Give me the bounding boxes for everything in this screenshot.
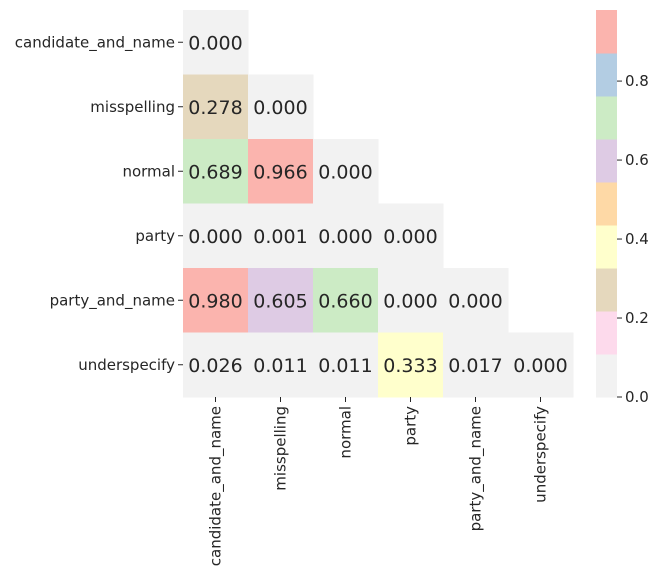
colorbar-tick-label: 0.0 (625, 388, 649, 406)
heatmap-cell (378, 332, 444, 398)
x-tick-label: normal (337, 406, 355, 459)
heatmap-cell (248, 139, 314, 204)
heatmap-cell (378, 203, 444, 269)
colorbar-band (596, 139, 617, 183)
heatmap-cell (183, 10, 249, 75)
y-tick-label: party (135, 227, 175, 245)
colorbar-tick-label: 0.6 (625, 151, 649, 169)
cell-value-label: 0.011 (318, 355, 372, 377)
cell-value-label: 0.017 (448, 355, 502, 377)
y-tick-label: underspecify (78, 356, 175, 374)
cell-value-label: 0.278 (188, 97, 242, 119)
cell-value-label: 0.966 (253, 161, 307, 183)
cell-value-label: 0.333 (383, 355, 437, 377)
y-tick-label: party_and_name (50, 291, 175, 310)
y-tick-label: normal (122, 162, 175, 180)
colorbar-band (596, 225, 617, 269)
colorbar-band (596, 96, 617, 140)
cell-value-label: 0.000 (318, 161, 372, 183)
colorbar-band (596, 10, 617, 54)
heatmap-cell (248, 268, 314, 333)
heatmap-cell (313, 332, 379, 398)
heatmap-cell (508, 332, 574, 398)
x-tick-label: party_and_name (467, 406, 486, 531)
colorbar-tick-label: 0.4 (625, 230, 649, 248)
heatmap-cell (378, 268, 444, 333)
heatmap-cell (183, 74, 249, 140)
cell-value-label: 0.000 (188, 32, 242, 54)
cell-value-label: 0.026 (188, 355, 242, 377)
cell-value-label: 0.980 (188, 290, 242, 312)
heatmap-cell (313, 139, 379, 204)
heatmap-cell (183, 139, 249, 204)
heatmap-cell (443, 268, 509, 333)
y-tick-label: misspelling (90, 98, 175, 116)
colorbar-tick-label: 0.8 (625, 72, 649, 90)
x-tick-label: party (402, 406, 420, 446)
cell-value-label: 0.660 (318, 290, 372, 312)
heatmap-cell (313, 203, 379, 269)
x-tick-label: misspelling (272, 406, 290, 491)
heatmap-cell (248, 332, 314, 398)
colorbar-band (596, 311, 617, 355)
x-tick-label: candidate_and_name (207, 406, 226, 566)
cell-value-label: 0.000 (448, 290, 502, 312)
heatmap-cell (183, 268, 249, 333)
cell-value-label: 0.000 (383, 290, 437, 312)
cell-value-label: 0.000 (383, 226, 437, 248)
cell-value-label: 0.689 (188, 161, 242, 183)
colorbar-band (596, 354, 617, 398)
heatmap-cell (443, 332, 509, 398)
colorbar-band (596, 182, 617, 226)
cell-value-label: 0.000 (188, 226, 242, 248)
heatmap-cell (248, 203, 314, 269)
cell-value-label: 0.605 (253, 290, 307, 312)
colorbar-band (596, 268, 617, 312)
colorbar-tick-label: 0.2 (625, 309, 649, 327)
x-tick-label: underspecify (532, 406, 550, 503)
heatmap-cell (183, 203, 249, 269)
y-tick-label: candidate_and_name (15, 33, 175, 52)
heatmap-cell (248, 74, 314, 140)
heatmap-cell (313, 268, 379, 333)
cell-value-label: 0.000 (318, 226, 372, 248)
cell-value-label: 0.000 (253, 97, 307, 119)
heatmap-cell (183, 332, 249, 398)
cell-value-label: 0.001 (253, 226, 307, 248)
cell-value-label: 0.000 (513, 355, 567, 377)
colorbar-band (596, 53, 617, 97)
cell-value-label: 0.011 (253, 355, 307, 377)
